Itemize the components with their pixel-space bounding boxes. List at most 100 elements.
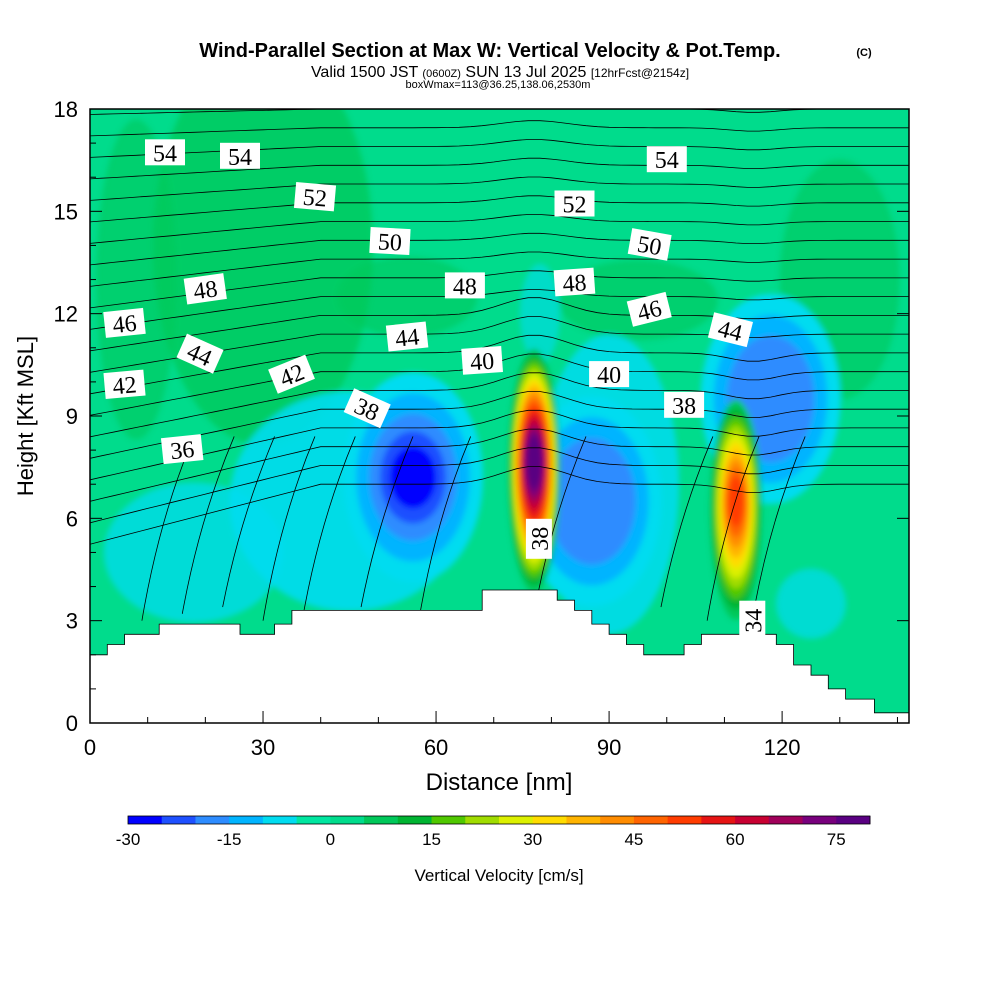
y-tick-label: 0 [66, 711, 78, 736]
theta-label-text: 38 [528, 527, 554, 551]
x-tick-label: 120 [764, 735, 801, 760]
theta-label: 50 [627, 228, 672, 261]
theta-label-text: 44 [394, 324, 421, 352]
y-tick-label: 18 [54, 97, 78, 122]
theta-label-box [554, 190, 595, 217]
theta-label-text: 54 [228, 145, 252, 171]
theta-label-text: 48 [562, 270, 588, 298]
theta-label-box [385, 321, 429, 352]
theta-label-box [103, 369, 146, 399]
theta-label-text: 52 [563, 193, 587, 219]
theta-label: 54 [220, 142, 260, 171]
theta-label-text: 48 [192, 276, 219, 305]
theta-label: 40 [589, 361, 630, 389]
downdraft-band [389, 446, 437, 509]
y-tick-label: 15 [54, 199, 78, 224]
theta-label: 54 [145, 139, 185, 167]
x-axis: 0 30 60 90 120 [84, 711, 898, 760]
colorbar-swatch [364, 816, 399, 824]
band-negative [775, 568, 846, 639]
colorbar-swatch [735, 816, 770, 824]
colorbar-swatch [633, 816, 669, 824]
theta-label-box [220, 142, 260, 169]
theta-label: 46 [103, 307, 146, 339]
theta-label: 38 [525, 518, 554, 559]
theta-label-box [268, 354, 315, 394]
theta-contour [90, 391, 909, 459]
theta-label-text: 48 [453, 274, 477, 300]
theta-label-text: 34 [741, 609, 767, 633]
box-info: boxWmax=113@36.25,138.06,2530m [406, 79, 591, 91]
valid-time: Valid 1500 JST [311, 64, 419, 81]
theta-contour [90, 251, 909, 287]
x-tick-label: 0 [84, 735, 96, 760]
theta-label-box [707, 312, 753, 348]
theta-contour-lower [181, 436, 235, 614]
velocity-field [96, 109, 900, 639]
colorbar-tick-label: 0 [326, 830, 335, 849]
theta-label-text: 50 [635, 231, 663, 261]
theta-label-box [160, 434, 204, 465]
theta-contour-lower [262, 436, 316, 621]
downdraft-band [548, 438, 636, 565]
theta-label: 48 [444, 272, 485, 300]
theta-label-box [369, 226, 411, 256]
theta-label: 44 [707, 312, 753, 348]
velocity-bands [96, 109, 900, 639]
y-tick-label: 9 [66, 404, 78, 429]
theta-contour [90, 120, 909, 137]
theta-label-box [461, 346, 503, 375]
x-tick-label: 60 [424, 735, 448, 760]
theta-label-text: 54 [153, 141, 177, 167]
theta-label-text: 38 [672, 394, 696, 420]
band-positive [96, 119, 177, 440]
y-tick-label: 6 [66, 506, 78, 531]
terrain [90, 589, 909, 723]
band-positive [153, 109, 373, 446]
theta-label-text: 46 [111, 311, 138, 339]
theta-label: 42 [103, 369, 146, 400]
colorbar-swatch [667, 816, 702, 824]
theta-label-box [293, 182, 337, 212]
theta-label: 48 [553, 267, 596, 298]
theta-contour-lower [360, 436, 414, 608]
x-tick-label: 90 [597, 735, 621, 760]
theta-contour-lower [752, 436, 806, 614]
theta-label-box [103, 307, 146, 338]
theta-label: 52 [554, 190, 595, 219]
theta-label: 40 [461, 346, 503, 376]
theta-label-text: 50 [377, 229, 402, 256]
colorbar-swatch [296, 816, 331, 824]
theta-contour [90, 195, 909, 223]
theta-label-box [739, 600, 766, 641]
theta-contour [90, 466, 909, 545]
theta-label-text: 54 [655, 148, 679, 174]
colorbar-swatch [600, 816, 635, 824]
theta-label-box [646, 146, 687, 173]
colorbar-swatch [532, 816, 567, 824]
colorbar-label: Vertical Velocity [cm/s] [414, 866, 583, 885]
updraft-band [727, 476, 744, 527]
colorbar-swatch [229, 816, 264, 824]
theta-label-box [553, 267, 596, 297]
colorbar-tick-label: 30 [523, 830, 542, 849]
theta-contour [90, 297, 909, 352]
colorbar-swatch [195, 816, 230, 824]
colorbar-swatch [802, 816, 837, 824]
theta-label-box [525, 518, 552, 559]
colorbar-swatch [768, 816, 804, 824]
theta-label: 48 [183, 273, 227, 305]
theta-contour-lower [660, 436, 714, 608]
copyright-mark: (C) [856, 47, 872, 59]
theta-contour [90, 289, 909, 330]
colorbar-tick-label: 45 [624, 830, 643, 849]
theta-contour [90, 316, 909, 373]
x-tick-label: 30 [251, 735, 275, 760]
theta-contour-lower [222, 436, 275, 608]
theta-label: 36 [160, 434, 204, 465]
colorbar-swatch [262, 816, 298, 824]
colorbar-tick-label: -15 [217, 830, 242, 849]
theta-contour [90, 447, 909, 524]
theta-label: 50 [369, 226, 411, 257]
